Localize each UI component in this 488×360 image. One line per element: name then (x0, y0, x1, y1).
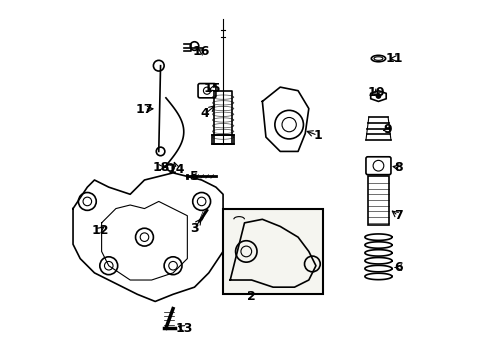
Text: 18: 18 (153, 161, 170, 174)
Text: 11: 11 (385, 52, 403, 65)
Text: 8: 8 (393, 161, 402, 174)
Text: 1: 1 (313, 129, 322, 142)
Text: 7: 7 (393, 209, 402, 222)
Bar (212, 135, 233, 144)
Text: 4: 4 (201, 107, 209, 120)
Text: 13: 13 (175, 322, 192, 335)
Text: 5: 5 (190, 170, 199, 183)
Text: 10: 10 (367, 86, 385, 99)
Text: 9: 9 (382, 123, 391, 136)
Bar (223, 208, 323, 294)
Text: 14: 14 (167, 163, 185, 176)
Text: 17: 17 (136, 103, 153, 116)
Text: 2: 2 (247, 289, 256, 303)
Text: 16: 16 (193, 45, 210, 58)
Text: 15: 15 (203, 82, 221, 95)
Text: 6: 6 (393, 261, 402, 274)
Bar (367, 176, 388, 225)
Text: 3: 3 (190, 222, 199, 235)
Circle shape (375, 93, 381, 99)
Text: 12: 12 (91, 224, 108, 237)
